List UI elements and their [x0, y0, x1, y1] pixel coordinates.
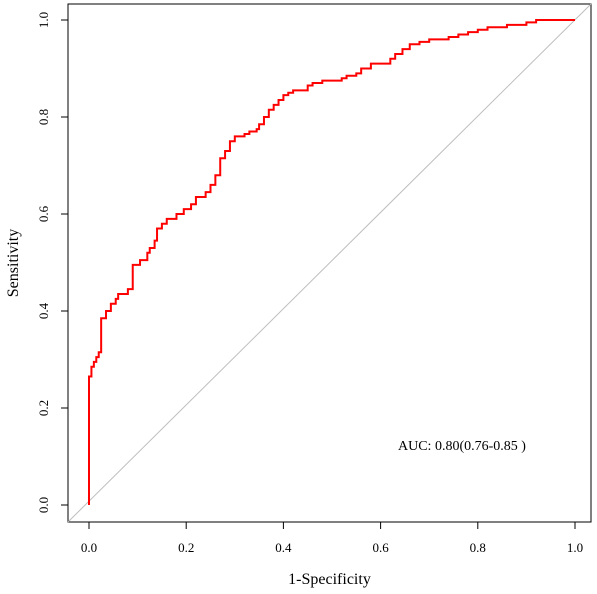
y-tick-label: 1.0: [36, 12, 51, 28]
x-axis-title: 1-Specificity: [288, 571, 371, 588]
auc-annotation: AUC: 0.80(0.76-0.85 ): [398, 439, 526, 454]
y-axis-title: Sensitivity: [5, 229, 22, 297]
x-tick-label: 0.6: [372, 540, 389, 555]
y-tick-label: 0.0: [36, 497, 51, 513]
y-tick-label: 0.8: [36, 109, 51, 125]
x-tick-label: 0.2: [178, 540, 194, 555]
y-tick-label: 0.6: [36, 205, 51, 222]
x-tick-label: 1.0: [567, 540, 583, 555]
x-tick-label: 0.0: [81, 540, 97, 555]
x-tick-label: 0.8: [470, 540, 486, 555]
y-tick-label: 0.2: [36, 400, 51, 416]
y-tick-label: 0.4: [36, 302, 51, 319]
reference-diagonal-line: [67, 3, 592, 523]
x-tick-label: 0.4: [275, 540, 292, 555]
plot-frame: [67, 3, 592, 523]
roc-curve-line: [88, 19, 575, 505]
